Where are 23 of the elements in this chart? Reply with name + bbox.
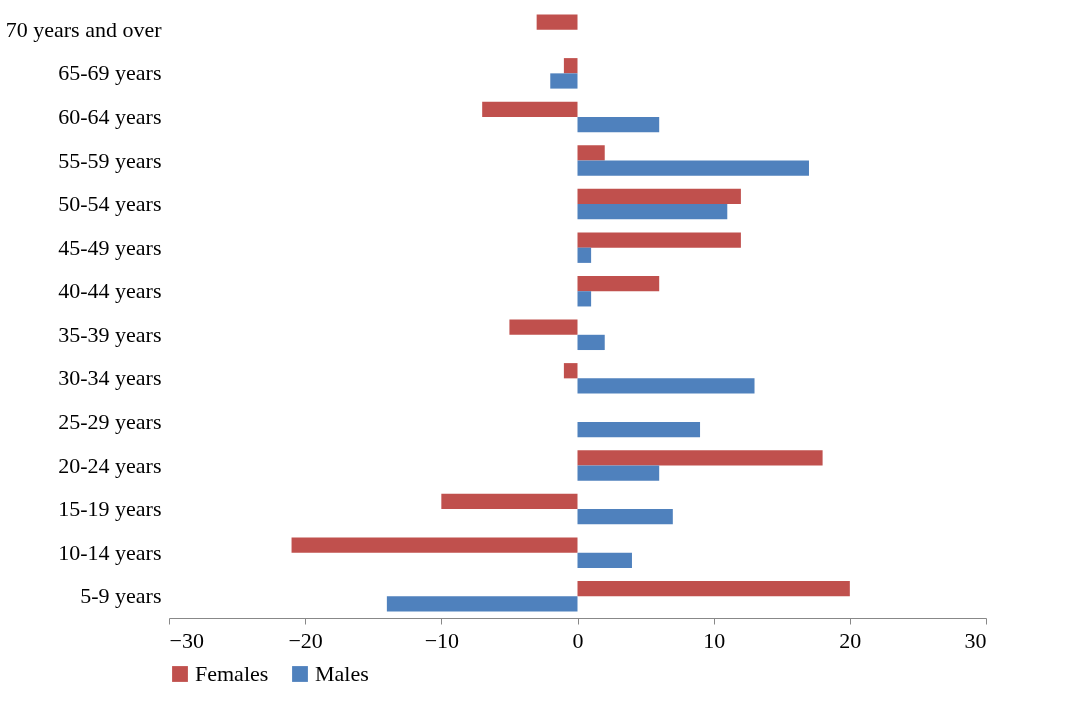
y-tick-label: 50-54 years — [58, 191, 162, 217]
x-tick-label: −10 — [424, 627, 460, 653]
legend-label: Males — [315, 661, 369, 686]
y-tick-label: 5-9 years — [80, 583, 162, 609]
y-tick-label: 70 years and over — [5, 16, 163, 42]
y-tick-label: 65-69 years — [58, 60, 162, 86]
y-tick-label: 60-64 years — [58, 103, 162, 129]
x-tick-label: −30 — [169, 627, 204, 653]
x-tick-label: 0 — [572, 627, 584, 653]
y-tick-label: 20-24 years — [58, 452, 162, 478]
x-tick-label: 10 — [703, 627, 726, 653]
x-tick-label: 30 — [964, 627, 987, 653]
y-tick-label: 15-19 years — [58, 496, 162, 522]
y-tick-label: 40-44 years — [58, 278, 162, 304]
y-tick-label: 25-29 years — [58, 408, 162, 434]
y-tick-label: 45-49 years — [58, 234, 162, 260]
y-tick-label: 55-59 years — [58, 147, 162, 173]
y-tick-label: 30-34 years — [58, 365, 162, 391]
x-tick-label: −20 — [288, 627, 323, 653]
y-tick-label: 10-14 years — [58, 539, 162, 565]
x-tick-label: 20 — [839, 627, 862, 653]
legend-label: Females — [195, 661, 269, 686]
y-tick-label: 35-39 years — [58, 321, 162, 347]
